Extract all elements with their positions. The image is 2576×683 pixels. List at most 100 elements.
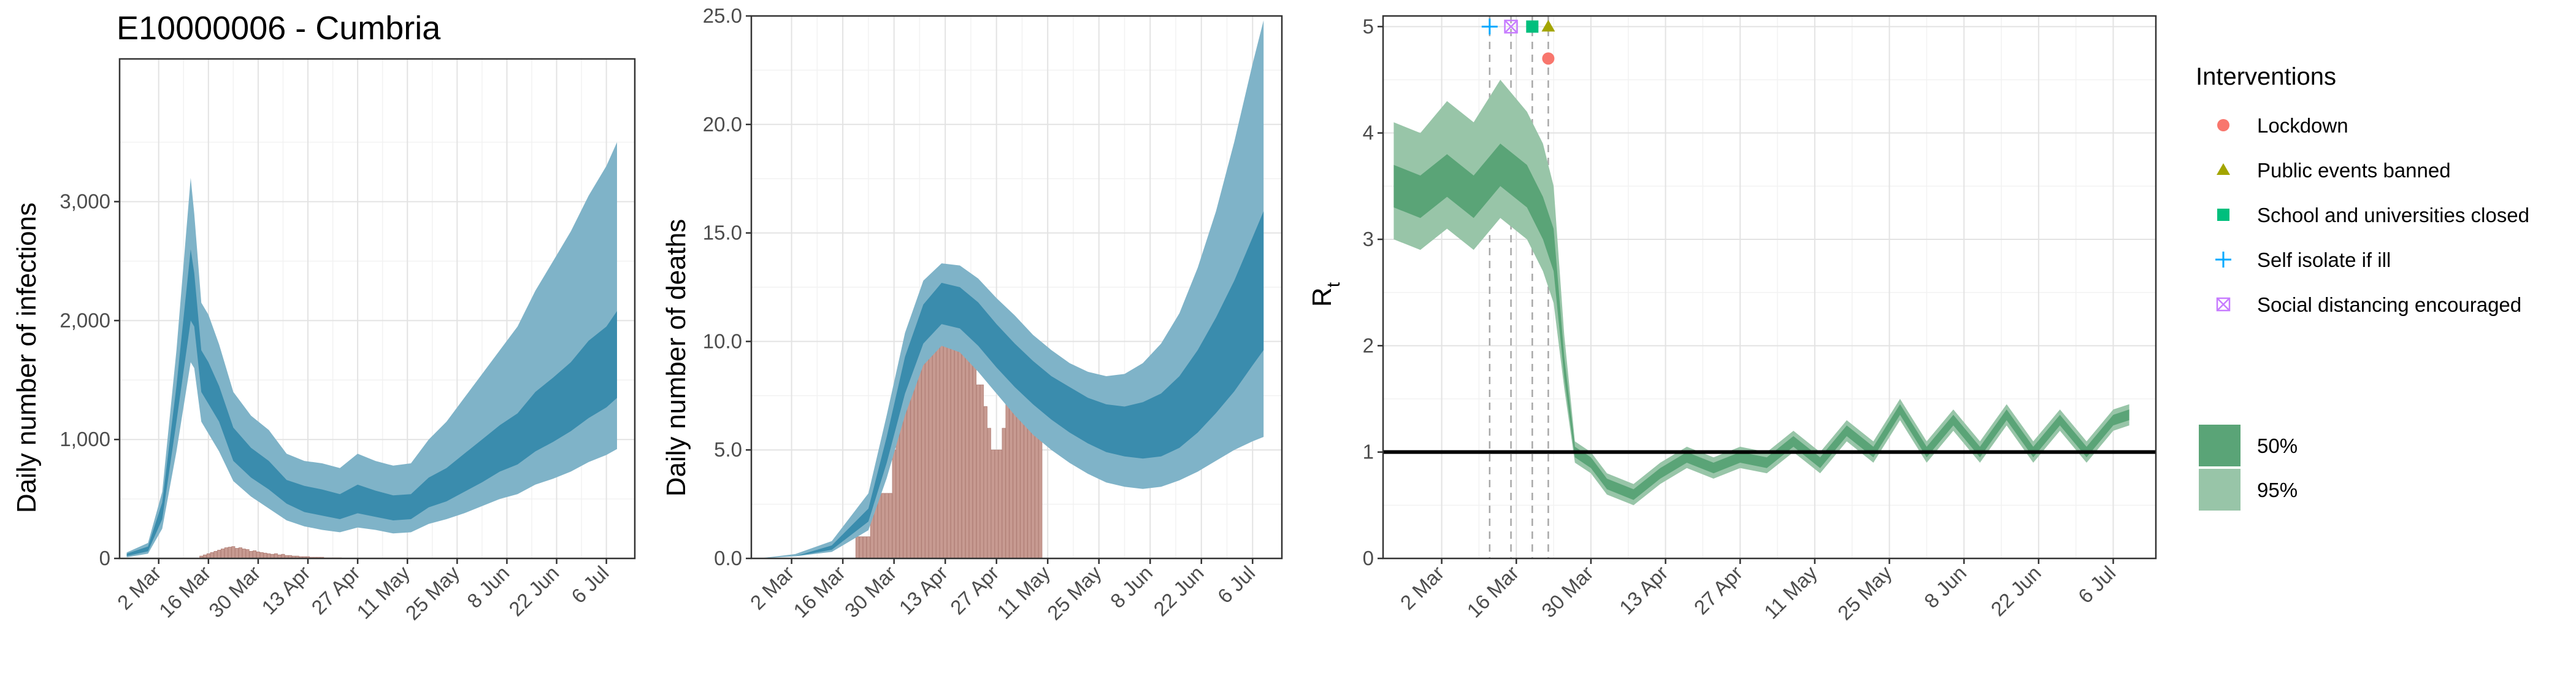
y-tick-label: 0.0 [714, 547, 742, 569]
legend-key [2216, 297, 2231, 312]
observed-bar [862, 536, 867, 559]
observed-bar [263, 552, 267, 559]
observed-bar [976, 384, 980, 559]
observed-bar [957, 341, 962, 559]
observed-bar [224, 547, 228, 559]
x-tick-label: 16 Mar [789, 561, 849, 622]
intervention-marker [1541, 20, 1555, 32]
intervention-marker [1526, 20, 1539, 33]
y-tick-label: 0 [1363, 547, 1374, 569]
observed-bar [932, 341, 937, 559]
observed-bar [998, 449, 1002, 559]
observed-bar [1005, 384, 1010, 559]
observed-bar [983, 406, 987, 559]
y-axis-label: Daily number of deaths [661, 219, 691, 496]
y-tick-label: 10.0 [703, 330, 742, 352]
x-tick-label: 25 May [1043, 561, 1106, 624]
panel-border [750, 15, 1283, 560]
observed-bar [855, 536, 860, 559]
y-axis-label: Daily number of infections [12, 203, 42, 513]
observed-bar [979, 384, 984, 559]
legend-label: Lockdown [2257, 114, 2348, 137]
observed-bar [954, 341, 959, 559]
intervention-marker [1504, 20, 1518, 34]
infections-panel: E10000006 - Cumbria Daily number of infe… [12, 10, 636, 624]
legend-ci-label: 95% [2257, 479, 2298, 501]
legend-ci-key [2199, 469, 2241, 511]
observed-bar [991, 449, 995, 559]
x-tick-label: 30 Mar [1537, 561, 1598, 622]
x-tick-label: 22 Jun [1987, 561, 2045, 620]
observed-bar [994, 449, 999, 559]
legend: Interventions Lockdown Public events bann… [2196, 63, 2529, 511]
observed-bar [925, 341, 929, 559]
x-tick-label: 6 Jul [2074, 561, 2120, 608]
x-tick-label: 25 May [401, 561, 464, 624]
observed-bar [940, 319, 944, 559]
legend-label: Self isolate if ill [2257, 249, 2391, 271]
observed-bar [228, 547, 232, 559]
observed-bar [866, 536, 870, 559]
observed-bar [253, 550, 257, 559]
intervention-marker [1542, 52, 1555, 65]
x-tick-label: 25 May [1833, 561, 1896, 624]
y-tick-label: 1,000 [59, 428, 110, 450]
observed-bar [245, 549, 250, 559]
observed-bar [220, 549, 225, 559]
legend-label: Social distancing encouraged [2257, 293, 2521, 316]
panel-border [1382, 15, 2157, 560]
x-tick-label: 6 Jul [1213, 561, 1259, 608]
observed-bar [231, 546, 236, 559]
observed-bar [249, 550, 253, 559]
legend-key-box [2216, 297, 2231, 312]
observed-bar [1002, 428, 1006, 559]
x-tick-label: 11 May [1760, 561, 1822, 623]
legend-label: Public events banned [2257, 159, 2451, 182]
observed-bar [921, 341, 926, 559]
x-tick-label: 11 May [352, 561, 414, 623]
observed-bar [951, 319, 955, 559]
observed-bar [884, 493, 889, 559]
x-tick-label: 16 Mar [1462, 561, 1523, 622]
x-tick-label: 30 Mar [204, 561, 265, 622]
observed-bar [242, 549, 246, 559]
intervention-marker-box [1504, 20, 1518, 34]
observed-bar [217, 550, 221, 559]
observed-bar [235, 548, 239, 559]
panel-border [118, 58, 636, 560]
observed-bar [972, 341, 976, 559]
y-tick-label: 3,000 [59, 190, 110, 213]
legend-key [2217, 209, 2229, 221]
x-tick-label: 22 Jun [504, 561, 563, 620]
legend-ci-label: 50% [2257, 434, 2298, 457]
observed-bar [881, 493, 885, 559]
x-tick-label: 11 May [992, 561, 1054, 623]
y-tick-label: 1 [1363, 441, 1374, 463]
x-tick-label: 2 Mar [1396, 561, 1449, 614]
ci50-band [1393, 144, 2129, 500]
y-tick-label: 4 [1363, 122, 1374, 144]
y-tick-label: 20.0 [703, 113, 742, 136]
x-tick-label: 8 Jun [1920, 561, 1971, 612]
legend-label: School and universities closed [2257, 204, 2529, 226]
x-tick-label: 16 Mar [155, 561, 215, 622]
observed-bar [929, 341, 933, 559]
observed-bar [892, 449, 896, 559]
observed-bar [256, 551, 260, 559]
panel-title: E10000006 - Cumbria [117, 10, 441, 47]
legend-key-d2 [2217, 298, 2230, 311]
y-tick-label: 2,000 [59, 309, 110, 331]
y-tick-label: 5.0 [714, 438, 742, 461]
x-tick-label: 13 Apr [894, 561, 952, 619]
legend-key [2215, 252, 2231, 268]
intervention-marker-d2 [1504, 20, 1518, 34]
observed-bar [859, 536, 864, 559]
x-tick-label: 27 Apr [1690, 561, 1747, 619]
legend-ci-key [2199, 425, 2241, 466]
observed-bar [888, 493, 892, 559]
x-tick-label: 13 Apr [257, 561, 315, 619]
ci95-band [1393, 80, 2129, 506]
y-axis-label: Rt [1307, 282, 1344, 307]
y-tick-label: 0 [99, 547, 110, 569]
